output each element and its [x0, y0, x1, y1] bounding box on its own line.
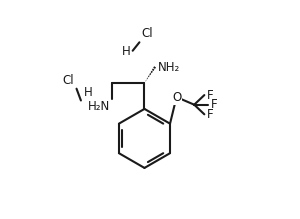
Text: F: F [207, 108, 214, 121]
Text: H₂N: H₂N [88, 101, 110, 113]
Text: H: H [122, 45, 130, 58]
Text: F: F [207, 88, 214, 102]
Text: Cl: Cl [141, 27, 153, 40]
Text: O: O [172, 91, 181, 104]
Text: H: H [83, 86, 92, 99]
Text: Cl: Cl [63, 74, 74, 87]
Text: NH₂: NH₂ [158, 61, 180, 74]
Text: F: F [211, 98, 218, 111]
